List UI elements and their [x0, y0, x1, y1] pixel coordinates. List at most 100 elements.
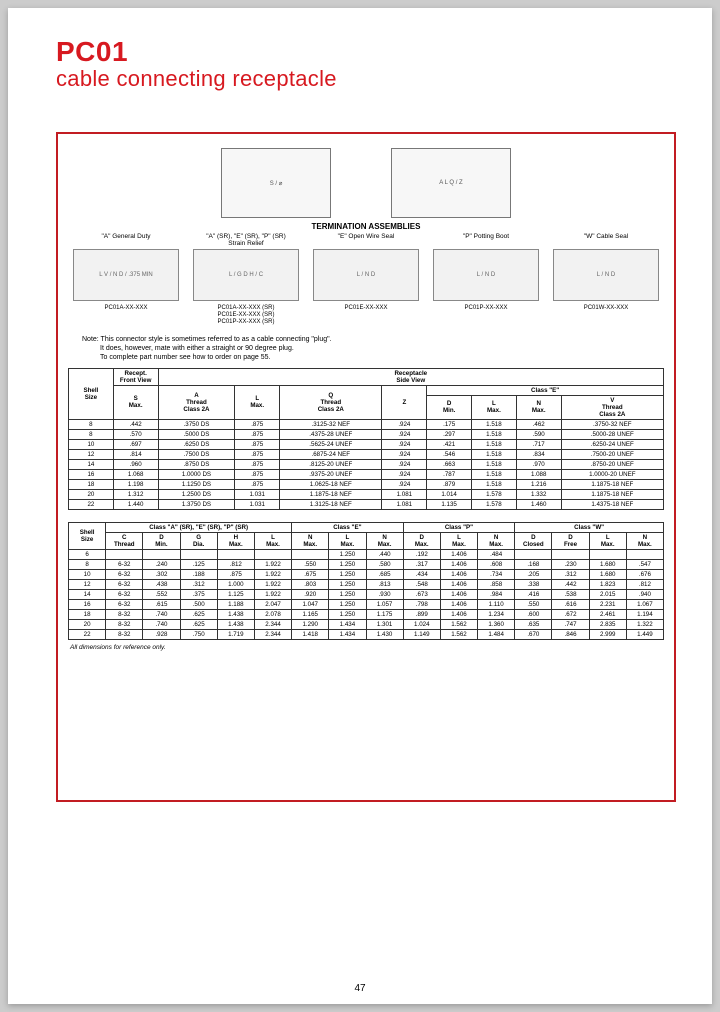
cell: .798 — [403, 599, 440, 609]
assembly-title: "A" (SR), "E" (SR), "P" (SR)Strain Relie… — [188, 233, 304, 247]
cell: 12 — [69, 449, 114, 459]
cell — [589, 549, 626, 559]
termination-title: TERMINATION ASSEMBLIES — [68, 222, 664, 231]
cell: 1.518 — [472, 449, 517, 459]
cell: 1.068 — [113, 469, 158, 479]
cell — [180, 549, 217, 559]
cell: .205 — [515, 569, 552, 579]
th: Recept.Front View — [113, 368, 158, 385]
cell: 1.680 — [589, 569, 626, 579]
cell: .580 — [366, 559, 403, 569]
th: Class "P" — [403, 522, 515, 532]
cell: 1.680 — [589, 559, 626, 569]
cell: .615 — [143, 599, 180, 609]
table-row: 221.4401.3750 DS1.0311.3125-18 NEF1.0811… — [69, 499, 664, 509]
cell: .416 — [515, 589, 552, 599]
th: LMax. — [589, 532, 626, 549]
footnote: All dimensions for reference only. — [70, 644, 664, 651]
cell: 1.1875-18 NEF — [561, 489, 663, 499]
table-row: 8.442.3750 DS.875.3125-32 NEF.924.1751.5… — [69, 419, 664, 429]
cell: 10 — [69, 569, 106, 579]
th: LMax. — [254, 532, 291, 549]
table-row: 86-32.240.125.8121.922.5501.250.580.3171… — [69, 559, 664, 569]
page-subtitle: cable connecting receptacle — [56, 66, 676, 92]
assembly-diagram: L V / N D / .375 MIN — [73, 249, 180, 301]
cell: .635 — [515, 619, 552, 629]
cell: 2.078 — [254, 609, 291, 619]
cell: 14 — [69, 459, 114, 469]
cell — [143, 549, 180, 559]
cell: .442 — [552, 579, 589, 589]
cell: .8125-20 UNEF — [280, 459, 382, 469]
cell: 1.067 — [626, 599, 663, 609]
th: LMax. — [440, 532, 477, 549]
cell: 1.250 — [329, 579, 366, 589]
cell: 1.440 — [113, 499, 158, 509]
assemblies-row: "A" General DutyL V / N D / .375 MINPC01… — [68, 233, 664, 327]
note-line: Note: This connector style is sometimes … — [82, 335, 664, 344]
cell: 1.250 — [329, 549, 366, 559]
cell: 10 — [69, 439, 114, 449]
assembly-partnum: PC01A-XX-XXX — [68, 305, 184, 312]
cell: 1.3125-18 NEF — [280, 499, 382, 509]
th: QThreadClass 2A — [280, 385, 382, 419]
assembly-item: "A" General DutyL V / N D / .375 MINPC01… — [68, 233, 184, 327]
cell: .672 — [552, 609, 589, 619]
cell: 1.332 — [516, 489, 561, 499]
cell: 12 — [69, 579, 106, 589]
cell: 1.3750 DS — [158, 499, 235, 509]
cell: .440 — [366, 549, 403, 559]
cell: .421 — [427, 439, 472, 449]
cell: 8 — [69, 559, 106, 569]
th: GDia. — [180, 532, 217, 549]
cell: .5000 DS — [158, 429, 235, 439]
cell: 1.562 — [440, 629, 477, 639]
assembly-diagram: L / N D — [553, 249, 660, 301]
table-row: 61.250.440.1921.406.484 — [69, 549, 664, 559]
th: DClosed — [515, 532, 552, 549]
cell: .434 — [403, 569, 440, 579]
cell: .928 — [143, 629, 180, 639]
cell: .550 — [515, 599, 552, 609]
cell: .984 — [478, 589, 515, 599]
table-row: 12.814.7500 DS.875.6875-24 NEF.924.5461.… — [69, 449, 664, 459]
content-frame: S / ⌀ A L Q / Z TERMINATION ASSEMBLIES "… — [56, 132, 676, 802]
cell: 1.719 — [217, 629, 254, 639]
cell: 1.418 — [292, 629, 329, 639]
cell: 1.578 — [472, 489, 517, 499]
table-row: 201.3121.2500 DS1.0311.1875-18 NEF1.0811… — [69, 489, 664, 499]
cell: .875 — [235, 479, 280, 489]
cell: .940 — [626, 589, 663, 599]
cell: 2.047 — [254, 599, 291, 609]
table-row: 10.697.6250 DS.875.5625-24 UNEF.924.4211… — [69, 439, 664, 449]
cell: 1.1250 DS — [158, 479, 235, 489]
table-row: 106-32.302.188.8751.922.6751.250.685.434… — [69, 569, 664, 579]
cell: .438 — [143, 579, 180, 589]
cell: 22 — [69, 629, 106, 639]
cell: 1.135 — [427, 499, 472, 509]
th: VThreadClass 2A — [561, 395, 663, 419]
cell: 8 — [69, 419, 114, 429]
assembly-title: "W" Cable Seal — [548, 233, 664, 247]
cell: 1.460 — [516, 499, 561, 509]
cell: .570 — [113, 429, 158, 439]
cell: 20 — [69, 489, 114, 499]
cell: 1.430 — [366, 629, 403, 639]
cell: 2.231 — [589, 599, 626, 609]
diagram-front-view: S / ⌀ — [221, 148, 331, 218]
assembly-item: "P" Potting BootL / N DPC01P-XX-XXX — [428, 233, 544, 327]
cell: .675 — [292, 569, 329, 579]
cell: 2.999 — [589, 629, 626, 639]
cell: 6 — [69, 549, 106, 559]
th: Z — [382, 385, 427, 419]
cell: .747 — [552, 619, 589, 629]
cell: .920 — [292, 589, 329, 599]
cell: .7500 DS — [158, 449, 235, 459]
table-row: 126-32.438.3121.0001.922.8031.250.813.54… — [69, 579, 664, 589]
th: DMin. — [143, 532, 180, 549]
cell: .899 — [403, 609, 440, 619]
table-row: 208-32.740.6251.4382.3441.2901.4341.3011… — [69, 619, 664, 629]
cell: .3750 DS — [158, 419, 235, 429]
cell: 1.088 — [516, 469, 561, 479]
page-number: 47 — [8, 983, 712, 994]
